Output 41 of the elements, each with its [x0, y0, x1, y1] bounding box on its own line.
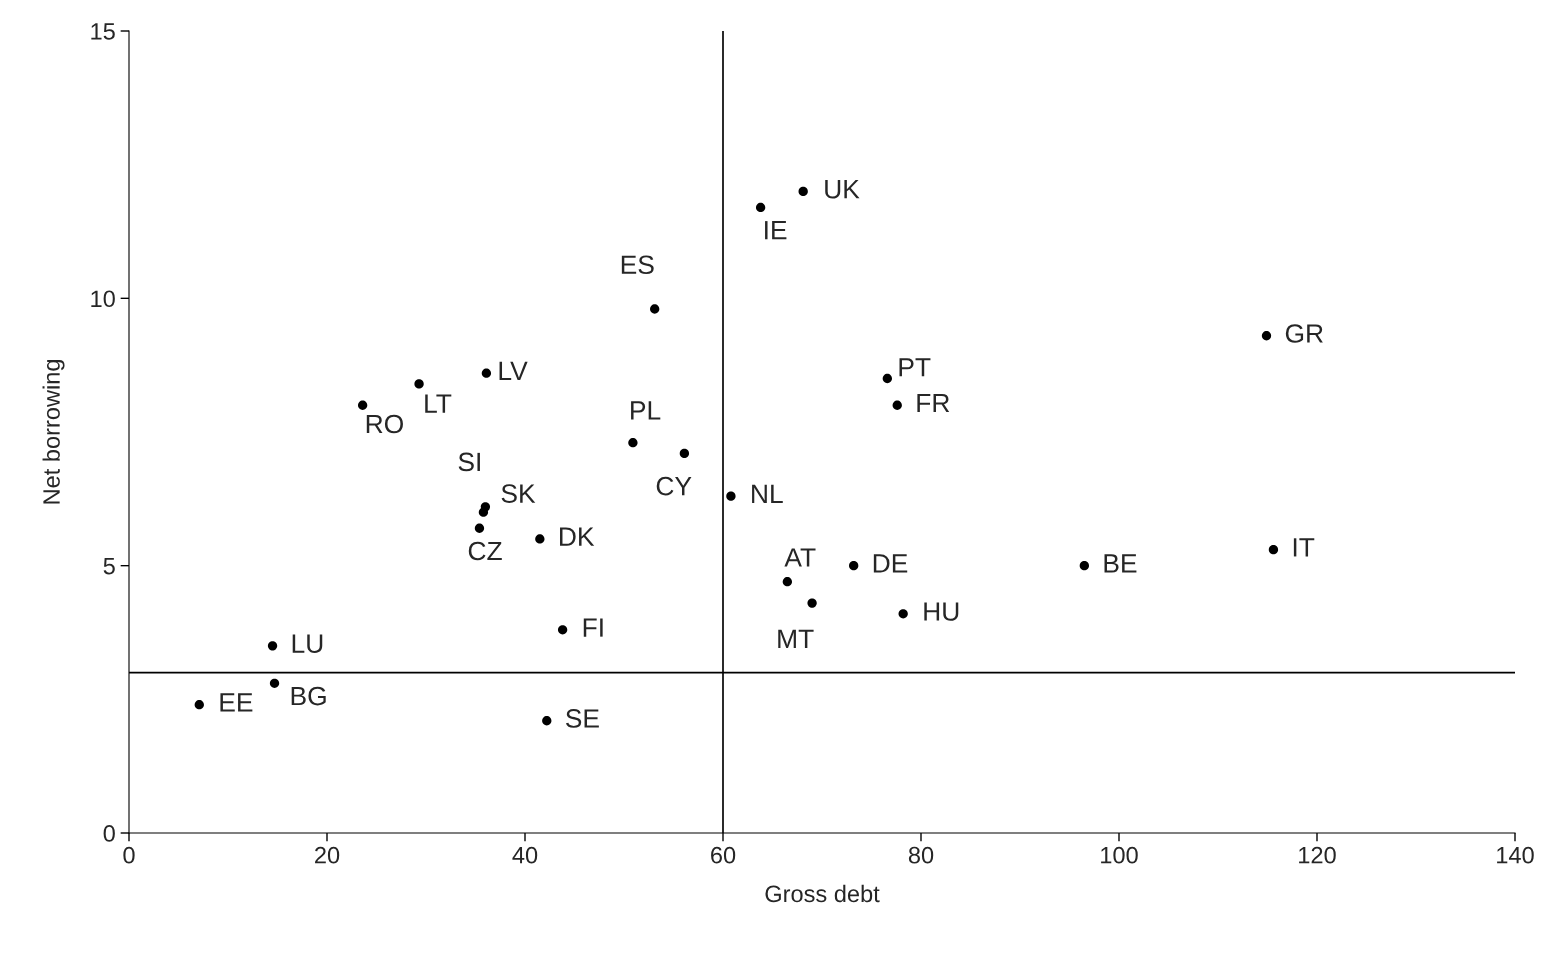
data-label: SI [458, 452, 480, 472]
data-label: PT [899, 358, 931, 377]
y-tick-label: 0 [103, 825, 115, 842]
x-axis-title: Gross debt [765, 884, 880, 903]
y-tick-label: 5 [103, 557, 115, 575]
y-tick-label: 10 [91, 290, 115, 308]
data-label: FI [583, 618, 603, 637]
data-label: DK [560, 527, 595, 546]
data-label: ES [621, 255, 654, 275]
data-label: IT [1293, 538, 1315, 557]
y-axis-title: Net borrowing [42, 360, 65, 504]
x-tick-label: 20 [315, 846, 340, 864]
x-tick-label: 40 [512, 846, 538, 864]
data-label: LT [425, 394, 452, 413]
data-label: DE [873, 554, 908, 573]
x-tick-label: 100 [1101, 846, 1138, 864]
data-label: SE [565, 709, 599, 728]
x-tick-label: 0 [123, 846, 135, 864]
data-label: EE [220, 693, 253, 712]
data-label: HU [924, 602, 959, 621]
data-label: UK [825, 180, 860, 199]
data-label: RO [366, 414, 403, 434]
x-tick-label: 60 [711, 846, 736, 864]
data-label: PL [631, 401, 661, 420]
data-label: MT [778, 629, 814, 648]
data-label: IE [765, 221, 787, 240]
x-tick-label: 80 [908, 846, 934, 864]
data-label: CY [656, 476, 692, 496]
data-label: CZ [468, 541, 502, 561]
data-label: BG [291, 686, 326, 706]
data-label: SK [501, 484, 536, 503]
data-label: FR [917, 393, 950, 413]
data-label: BE [1104, 554, 1137, 573]
x-tick-label: 140 [1497, 846, 1534, 864]
y-tick-label: 15 [91, 23, 115, 40]
data-label: AT [784, 548, 816, 567]
data-label: LV [499, 361, 528, 381]
data-label: NL [752, 484, 783, 503]
data-label: GR [1285, 324, 1323, 343]
x-tick-label: 120 [1299, 846, 1336, 864]
data-label: LU [292, 634, 323, 653]
